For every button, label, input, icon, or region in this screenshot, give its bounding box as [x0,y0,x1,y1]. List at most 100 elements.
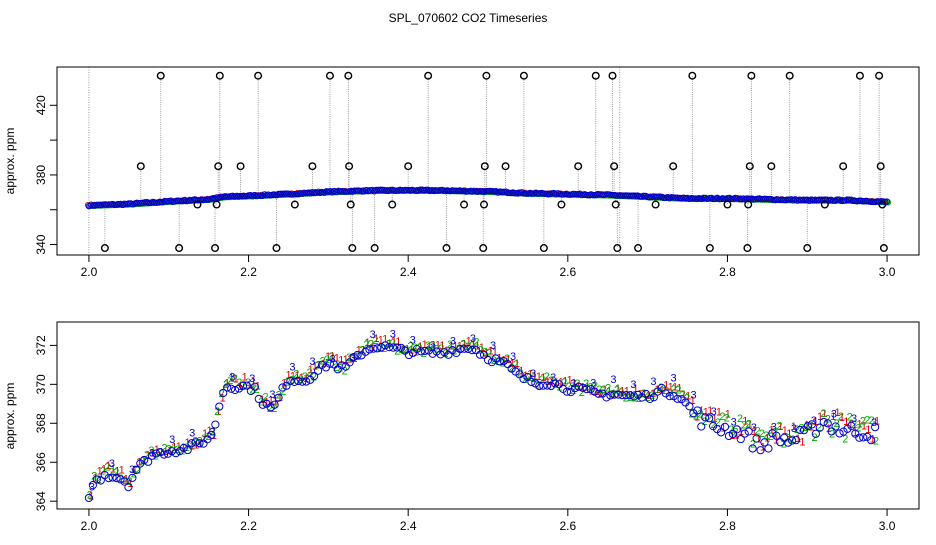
series-3-label-point: 3 [269,389,275,401]
series-3-point [811,429,820,438]
top-x-axis: 2.0 2.2 2.4 2.6 2.8 3.0 [81,255,896,279]
series-3-point [859,433,868,442]
series-2-point: 2 [473,336,479,348]
series-3-point [736,195,743,203]
outlier-point [744,200,753,209]
series-3-point [313,366,323,375]
series-3-point [128,473,137,482]
series-3-point [291,190,298,198]
series-1-point: 1 [795,433,801,445]
top-plot-area [84,67,892,255]
series-3-point [238,381,248,390]
series-3-point [728,195,735,203]
series-2-point: 2 [759,428,765,440]
outlier-point [820,200,829,209]
series-3-point [498,188,506,196]
series-3-point [660,194,667,201]
series-2-point: 2 [566,381,572,393]
series-1-point: 1 [562,375,568,387]
series-3-point [157,198,164,206]
series-3-point [452,187,460,194]
outlier-point [501,162,510,171]
series-3-point [610,390,619,399]
series-2-point: 2 [438,343,444,355]
series-2-point: 2 [328,351,334,363]
series-2-point: 2 [776,420,782,432]
series-1-point: 1 [233,374,239,386]
series-2-point: 2 [109,467,115,479]
series-3-point [132,465,141,475]
series-3-point [500,188,508,196]
series-3-point [141,199,148,206]
series-3-label-point: 3 [670,373,676,385]
series-1-point: 1 [492,346,498,358]
y-tick-label: 368 [34,413,48,433]
series-3-point [450,187,458,194]
outlier-point [634,244,643,253]
outlier-point [613,244,622,253]
series-2-point: 2 [526,372,532,384]
series-3-point [215,402,224,411]
bottom-x-axis: 2.0 2.2 2.4 2.6 2.8 3.0 [81,509,896,533]
series-3-point [217,193,224,201]
series-2-point: 2 [812,432,818,444]
outlier-point [855,71,864,80]
series-2-point: 2 [443,348,449,360]
series-3-point [341,188,348,195]
series-3-point [596,191,603,198]
series-3-label-point: 3 [550,372,556,384]
outlier-point [136,162,145,171]
series-3-point [837,197,845,204]
series-3-point [508,189,516,197]
series-3-point [795,425,805,435]
series-3-point [412,344,421,354]
series-1-point: 1 [132,464,138,476]
bottom-plot-frame [56,321,920,510]
outlier-point [878,200,887,209]
series-3-point [602,191,609,198]
series-3-point [155,448,165,457]
series-3-point [456,344,465,354]
series-3-point [847,421,856,431]
series-1-point: 1 [145,450,151,462]
series-1-point: 1 [206,425,212,437]
series-3-label-point: 3 [711,406,717,418]
series-3-point [855,433,864,442]
series-2-point: 2 [96,474,102,486]
y-tick-label: 340 [34,234,48,254]
series-2-point: 2 [311,371,317,383]
series-3-point [361,347,370,356]
series-2-point: 2 [223,379,229,391]
series-1-point: 1 [329,351,335,363]
series-2-point: 2 [834,418,840,430]
series-3-label-point: 3 [209,426,215,438]
series-1-point: 1 [685,391,691,403]
series-3-point [258,400,267,409]
outlier-point [344,71,353,80]
series-2-point: 2 [706,413,712,425]
series-2-point: 2 [513,359,519,371]
outlier-point [539,244,548,253]
series-2-point: 2 [434,344,440,356]
series-3-point [432,187,440,194]
series-1-point: 1 [316,359,322,371]
series-3-point [690,195,697,202]
series-3-point [270,400,279,409]
series-1-point: 1 [672,381,678,393]
series-3-point [523,372,532,382]
series-1-point: 1 [360,345,366,357]
series-3-label-point: 3 [350,353,356,365]
series-3-point [185,197,192,204]
series-1-point: 1 [536,371,542,383]
series-3-point [622,192,629,199]
series-3-point [377,186,384,194]
outlier-point [480,162,489,171]
series-2-point: 2 [416,343,422,355]
series-2-point: 2 [539,374,545,386]
series-1-point: 1 [641,388,647,400]
series-1-point: 1 [422,339,428,351]
series-3-label-point: 3 [309,356,315,368]
outlier-point [214,162,223,171]
series-3-point [257,192,264,199]
series-3-point [835,429,844,438]
